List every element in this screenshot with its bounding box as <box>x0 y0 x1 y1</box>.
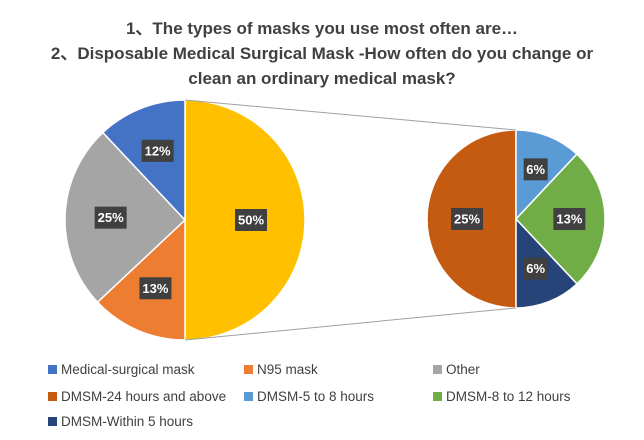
legend-swatch <box>244 365 253 374</box>
legend-swatch <box>48 392 57 401</box>
legend-item-other: Other <box>433 362 480 377</box>
main-pie-data-label-3: 12% <box>141 139 174 162</box>
main-pie-data-label-0: 50% <box>235 209 267 231</box>
svg-text:6%: 6% <box>526 162 545 177</box>
svg-text:25%: 25% <box>98 210 124 225</box>
svg-text:6%: 6% <box>526 261 545 276</box>
legend-item-n95-mask: N95 mask <box>244 362 318 377</box>
legend-swatch <box>433 365 442 374</box>
main-pie-data-label-2: 25% <box>94 206 127 229</box>
legend-item-medical-surgical-mask: Medical-surgical mask <box>48 362 195 377</box>
svg-text:13%: 13% <box>556 212 582 227</box>
legend-swatch <box>244 392 253 401</box>
legend-label: DMSM-24 hours and above <box>61 389 227 404</box>
legend-label: N95 mask <box>257 362 318 377</box>
legend-item-dmsm-8-to-12-hours: DMSM-8 to 12 hours <box>433 389 571 404</box>
secondary-pie-data-label-2: 13% <box>553 208 586 230</box>
svg-text:13%: 13% <box>142 281 168 296</box>
legend-swatch <box>433 392 442 401</box>
chart-title-line-1: 1、The types of masks you use most often … <box>125 19 519 38</box>
legend-swatch <box>48 417 57 426</box>
secondary-pie-data-label-3: 6% <box>523 257 548 280</box>
legend-item-dmsm-5-to-8-hours: DMSM-5 to 8 hours <box>244 389 374 404</box>
svg-text:50%: 50% <box>238 213 264 228</box>
svg-text:12%: 12% <box>145 143 171 158</box>
connector-line-bottom <box>184 307 517 341</box>
chart-title-line-2: 2、Disposable Medical Surgical Mask -How … <box>50 44 594 63</box>
svg-text:25%: 25% <box>454 212 480 227</box>
connector-line-top <box>184 99 517 131</box>
chart-title-line-3: clean an ordinary medical mask? <box>188 69 456 88</box>
legend-label: Medical-surgical mask <box>61 362 195 377</box>
legend-label: DMSM-Within 5 hours <box>61 414 194 429</box>
legend-item-dmsm-within-5-hours: DMSM-Within 5 hours <box>48 414 193 429</box>
main-pie-data-label-1: 13% <box>139 277 172 300</box>
legend-label: DMSM-8 to 12 hours <box>446 389 571 404</box>
secondary-pie-data-label-0: 25% <box>451 208 484 230</box>
legend-item-dmsm-24-hours-and-above: DMSM-24 hours and above <box>48 389 226 404</box>
legend-swatch <box>48 365 57 374</box>
legend-label: Other <box>446 362 480 377</box>
legend-label: DMSM-5 to 8 hours <box>257 389 375 404</box>
secondary-pie-data-label-1: 6% <box>523 158 548 181</box>
